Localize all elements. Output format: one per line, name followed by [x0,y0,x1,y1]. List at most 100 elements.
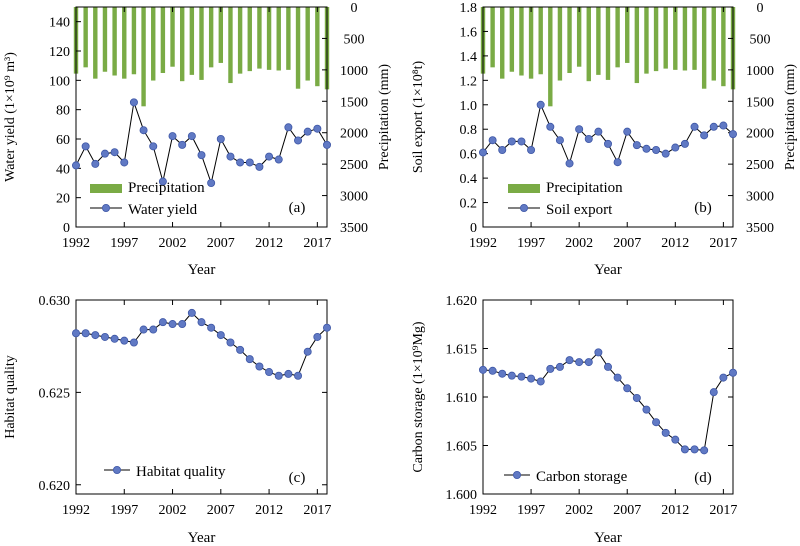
y-tick-label: 0.620 [39,479,71,494]
data-point [139,325,148,334]
data-point [72,161,81,170]
y2-tick-label: 3000 [340,190,368,205]
data-point [110,148,119,157]
panel-b: 1992 1997 2002 2007 2012 2017 Year 0 0.2 0.4 0.6 0.… [411,1,798,278]
precip-bar [131,7,137,75]
data-point [729,130,738,139]
x-tick-label: 2012 [661,236,689,251]
y2-tick-label: 0 [351,1,358,16]
x-tick-label: 2017 [303,503,331,518]
precip-bar [596,7,601,75]
x-axis: 1992 1997 2002 2007 2012 2017 [62,300,331,518]
y2-axis: 0 500 1000 1500 2000 2500 3000 3500 [728,1,774,236]
data-point [719,121,728,130]
y-tick-label: 80 [56,104,70,119]
y-axis: 0 0.2 0.4 0.6 0.8 1.0 1.2 1.4 1.6 1.8 [460,1,488,236]
precip-bar [538,7,543,75]
data-point [632,141,641,150]
data-point [72,329,81,338]
precip-bar [179,7,185,82]
data-point [216,134,225,143]
data-point [575,358,584,367]
data-point [652,418,661,427]
precip-bar [711,7,716,81]
precip-bar [519,7,524,76]
precip-bar [509,7,515,72]
series-markers [478,348,738,455]
data-point [274,371,283,380]
data-point [245,158,254,167]
precip-bar [548,7,553,107]
data-point [207,178,216,187]
legend: Habitat quality [104,464,226,480]
x-tick-label: 1997 [110,236,138,251]
x-tick-label: 1997 [517,236,545,251]
data-point [584,134,593,143]
data-point [178,140,187,149]
x-axis: 1992 1997 2002 2007 2012 2017 [469,300,737,518]
data-point [178,320,187,329]
data-point [594,348,603,357]
series-markers [72,308,331,380]
data-point [488,136,497,145]
y2-tick-label: 0 [757,1,764,16]
data-point [313,124,322,133]
precip-bar [500,7,505,79]
data-point [565,159,574,168]
precip-bar [567,7,572,73]
y2-tick-label: 3500 [340,221,368,236]
precip-bar [634,7,640,84]
y2-tick-label: 2000 [746,127,774,142]
data-point [680,445,689,454]
x-axis-title: Year [594,262,622,278]
y-axis-title: Habitat quality [3,355,18,439]
precip-bar [83,7,88,68]
data-point [527,145,536,154]
legend-label-series: Soil export [546,202,613,218]
data-point [236,345,245,354]
data-point [158,318,167,327]
legend-swatch-precipitation [508,184,540,193]
panel-label: (b) [694,200,712,216]
x-tick-label: 1992 [62,236,90,251]
data-point [187,132,196,141]
data-point [255,162,264,171]
legend-marker [102,203,111,212]
x-tick-label: 2002 [159,503,187,518]
precip-bar [266,7,272,70]
data-point [517,372,526,381]
precip-bar [93,7,98,79]
precip-bar [199,7,204,80]
data-point [623,384,632,393]
y-axis-title: Water yield (1×10⁹ m³) [3,52,18,182]
precip-bar [490,7,495,68]
legend-label-precipitation: Precipitation [128,180,205,196]
y-tick-label: 1.615 [446,343,478,358]
y-tick-label: 1.4 [460,50,478,65]
precip-bar [721,7,726,87]
x-tick-label: 2017 [303,236,331,251]
precip-bar [663,7,668,69]
data-point [575,125,584,134]
panel-label: (d) [694,470,712,486]
data-point [527,374,536,383]
x-tick-label: 1997 [517,503,545,518]
x-tick-label: 2007 [613,503,641,518]
precip-bar [247,7,252,72]
plot-frame [482,299,734,495]
x-tick-label: 2012 [255,236,283,251]
data-point [671,435,680,444]
data-point [478,148,487,157]
y-tick-label: 60 [56,133,70,148]
data-point [613,158,622,167]
data-point [129,98,138,107]
y-axis: 0 20 40 60 80 100 120 140 [49,16,81,236]
precip-bar [122,7,127,79]
y-tick-label: 1.6 [460,25,478,40]
precip-bar [653,7,659,72]
data-point [661,149,670,158]
data-point [91,159,100,168]
y-tick-label: 0.630 [39,294,71,309]
data-point [507,137,516,146]
